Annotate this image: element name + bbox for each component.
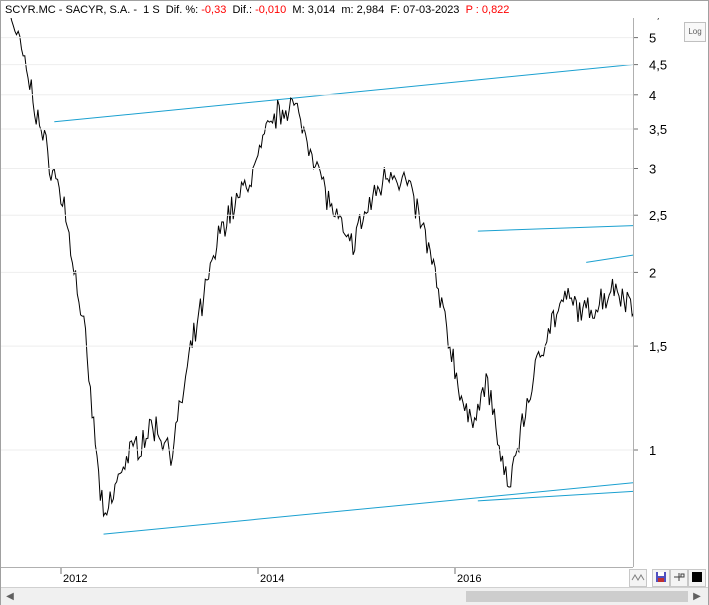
crosshair-button[interactable] xyxy=(670,569,688,587)
trendline-3 xyxy=(477,225,633,232)
color-square-button[interactable] xyxy=(688,569,706,587)
period: 1 S xyxy=(143,4,160,16)
scroll-left-button[interactable]: ◀ xyxy=(6,591,14,602)
date-label: F: xyxy=(390,4,401,16)
crosshair-icon xyxy=(674,573,685,581)
min-label: m: xyxy=(341,4,354,16)
min-value: 2,984 xyxy=(356,4,385,16)
price-value: 0,822 xyxy=(481,4,510,16)
x-tick-label: 2012 xyxy=(63,573,87,585)
trendline-2 xyxy=(103,482,633,535)
price-label: P : xyxy=(465,4,479,16)
trendline-1 xyxy=(54,64,633,123)
x-axis[interactable]: 201220142016201820202022 xyxy=(1,567,633,587)
scroll-right-button[interactable]: ▶ xyxy=(693,591,701,602)
log-scale-button[interactable]: Log xyxy=(684,22,706,42)
max-value: 3,014 xyxy=(307,4,336,16)
dif-value: -0,010 xyxy=(255,4,287,16)
price-plot[interactable]: 2020 xyxy=(1,18,633,567)
y-axis[interactable]: 6,565,554,543,532,521,51 xyxy=(633,18,709,567)
x-tick-label: 2014 xyxy=(260,573,284,585)
zigzag-tool-button[interactable] xyxy=(629,569,647,587)
dif-pct-value: -0,33 xyxy=(201,4,227,16)
zigzag-icon xyxy=(631,574,645,581)
x-tick-label: 2016 xyxy=(457,573,481,585)
save-button[interactable] xyxy=(652,569,670,587)
y-tick-label: 3 xyxy=(649,161,656,176)
date-value: 07-03-2023 xyxy=(403,4,460,16)
save-icon xyxy=(656,572,666,582)
y-tick-label: 1 xyxy=(649,443,656,458)
y-tick-label: 4 xyxy=(649,88,656,103)
dif-label: Dif.: xyxy=(232,4,253,16)
horizontal-scrollbar[interactable]: ◀ ▶ xyxy=(1,587,708,605)
y-tick-label: 5 xyxy=(649,31,656,46)
color-square-icon xyxy=(692,572,702,582)
y-tick-label: 4,5 xyxy=(649,58,667,73)
max-label: M: xyxy=(292,4,305,16)
y-tick-label: 2,5 xyxy=(649,208,667,223)
trendline-5 xyxy=(477,490,633,502)
y-tick-label: 5,5 xyxy=(649,18,667,21)
symbol-name: SCYR.MC - SACYR, S.A. xyxy=(5,4,131,16)
dif-pct-label: Dif. %: xyxy=(165,4,199,16)
y-tick-label: 3,5 xyxy=(649,122,667,137)
y-tick-label: 1,5 xyxy=(649,339,667,354)
scroll-thumb[interactable] xyxy=(466,591,688,602)
chart-header: SCYR.MC - SACYR, S.A. - 1 S Dif. %: -0,3… xyxy=(5,4,510,16)
y-tick-label: 2 xyxy=(649,265,656,280)
price-series xyxy=(10,18,633,518)
